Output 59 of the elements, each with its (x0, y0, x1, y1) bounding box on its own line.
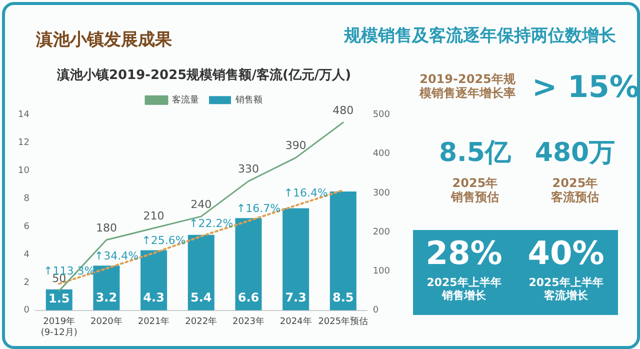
text: 2025年客流预估 (550, 176, 600, 205)
annotation: ↑22.2% (189, 217, 234, 230)
data-label: 240 (190, 198, 212, 211)
chart-title: 滇池小镇2019-2025规模销售额/客流(亿元/万人) (56, 67, 352, 84)
data-label: 480 (332, 104, 354, 117)
y2-tick-label: 0 (372, 306, 379, 316)
text: 2025年销售预估 (450, 176, 500, 205)
y-tick-label: 2 (24, 278, 30, 288)
text: 28% (426, 234, 502, 272)
bar (140, 250, 168, 310)
y-tick-label: 12 (18, 138, 30, 148)
x-tick-label: 2021年 (138, 316, 170, 328)
bar (235, 218, 262, 310)
y-tick-label: 4 (24, 250, 30, 260)
x-tick-label: 2022年 (185, 316, 218, 328)
data-label: 3.2 (96, 290, 118, 305)
data-label: 210 (143, 210, 164, 223)
y2-tick-label: 100 (372, 266, 390, 277)
annotation: ↑25.6% (142, 234, 186, 247)
data-label: 330 (238, 162, 259, 176)
text: 规模销售及客流逐年保持两位数增长 (344, 26, 616, 46)
x-tick-label: 2025年预估 (318, 316, 368, 328)
annotation: ↑16.7% (236, 202, 281, 215)
text: > 15% (532, 70, 640, 106)
bar (282, 208, 310, 310)
text: 2019-2025年规模销售逐年增长率 (418, 72, 516, 101)
x-tick-label: 2023年 (232, 316, 264, 328)
text: 2025年上半年客流增长 (528, 276, 604, 302)
bar (188, 234, 214, 310)
x-tick-label: 2019年 (9-12月) (40, 316, 78, 338)
y-tick-label: 14 (18, 110, 30, 120)
annotation: ↑34.4% (94, 249, 139, 262)
y2-tick-label: 500 (372, 110, 390, 120)
x-tick-label: 2020年 (90, 316, 122, 328)
text: 2025年上半年销售增长 (426, 276, 502, 302)
data-label: 4.3 (143, 290, 164, 305)
annotation: ↑16.4% (284, 186, 328, 200)
data-label: 7.3 (285, 290, 306, 305)
y-tick-label: 10 (18, 166, 30, 176)
legend-label: 客流量 (172, 94, 199, 106)
text: 滇池小镇发展成果 (36, 29, 172, 51)
bar (330, 192, 356, 310)
text: 8.5亿 (438, 138, 512, 170)
text: 40% (528, 234, 604, 272)
data-label: 1.5 (48, 292, 70, 306)
legend-label: 销售额 (234, 94, 262, 106)
y-tick-label: 0 (24, 306, 30, 316)
text: 480万 (534, 138, 616, 170)
y2-tick-label: 200 (372, 227, 390, 238)
data-label: 390 (285, 139, 306, 152)
y-tick-label: 6 (24, 222, 30, 232)
x-tick-label: 2024年 (280, 316, 312, 328)
data-label: 8.5 (332, 290, 354, 305)
data-label: 5.4 (190, 290, 212, 305)
data-label: 180 (96, 221, 117, 234)
y2-tick-label: 300 (372, 188, 390, 198)
data-label: 6.6 (238, 290, 260, 305)
y-tick-label: 8 (24, 194, 30, 204)
y2-tick-label: 400 (372, 149, 390, 160)
